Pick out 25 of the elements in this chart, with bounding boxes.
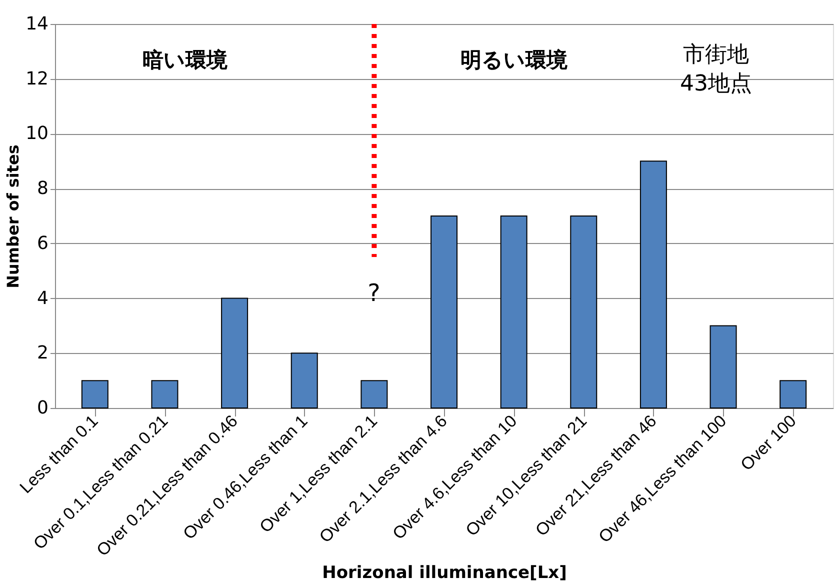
bar: [640, 160, 667, 408]
annotation: 暗い環境: [142, 48, 228, 72]
annotation: ?: [368, 279, 380, 307]
y-tick-label: 10: [26, 123, 48, 144]
bar: [360, 380, 388, 408]
y-axis-title: Number of sites: [4, 144, 23, 288]
bar: [221, 298, 248, 408]
x-axis-title: Horizonal illuminance[Lx]: [322, 563, 567, 584]
bar: [570, 216, 598, 408]
y-tick-label: 6: [37, 232, 48, 254]
bar: [81, 380, 108, 408]
y-tick-label: 0: [37, 398, 48, 418]
bar: [500, 216, 528, 408]
y-tick-label: 4: [37, 288, 48, 309]
annotation: 明るい環境: [460, 48, 568, 72]
bar: [290, 352, 318, 408]
bar: [780, 380, 807, 408]
y-tick-label: 8: [37, 178, 48, 200]
bar: [710, 325, 737, 408]
y-tick-label: 2: [37, 342, 48, 364]
y-tick-label: 12: [26, 68, 48, 90]
y-tick-label: 14: [26, 14, 48, 34]
annotation: 市街地 43地点: [680, 42, 752, 96]
bar: [151, 380, 178, 408]
bar: [430, 216, 458, 408]
